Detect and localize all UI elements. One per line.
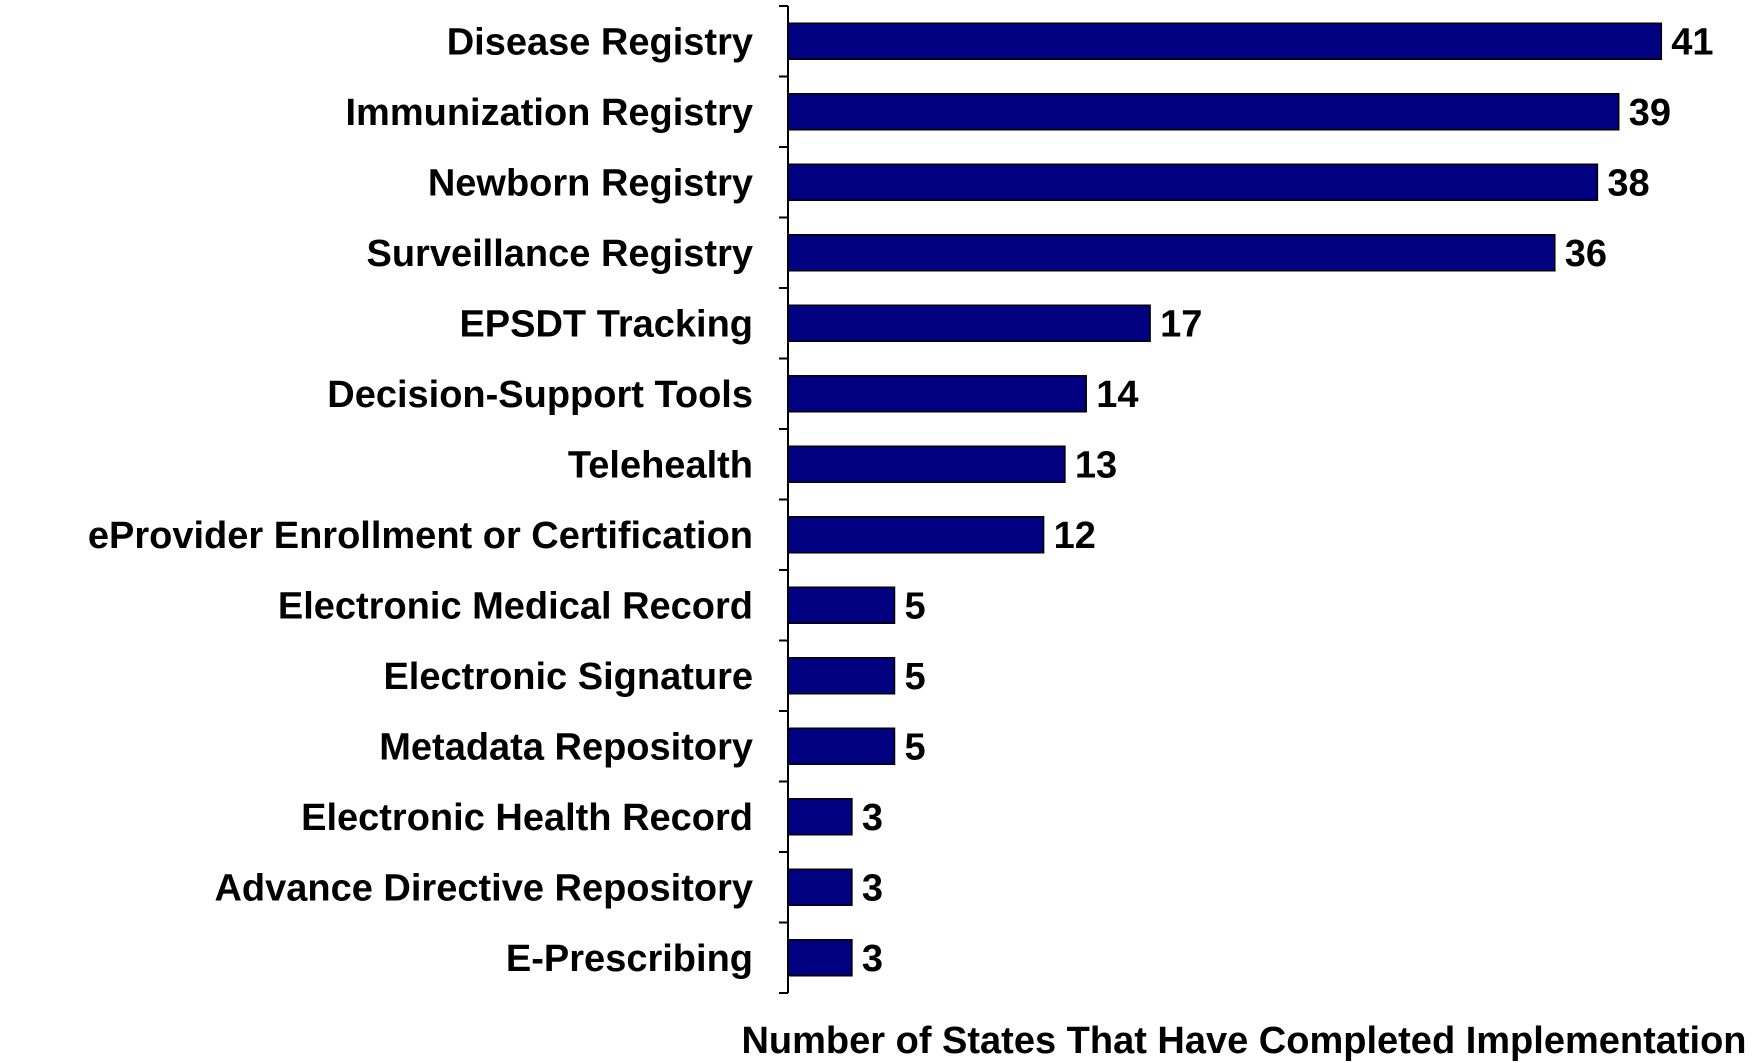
data-label: 3 bbox=[862, 938, 883, 980]
data-label: 41 bbox=[1671, 21, 1713, 63]
data-label: 12 bbox=[1054, 515, 1096, 557]
data-label: 36 bbox=[1565, 233, 1607, 275]
category-label: Telehealth bbox=[568, 444, 753, 486]
bar bbox=[787, 939, 853, 977]
bar bbox=[787, 516, 1045, 554]
data-label: 5 bbox=[905, 656, 926, 698]
bar bbox=[787, 234, 1556, 272]
category-label: Surveillance Registry bbox=[366, 233, 753, 275]
category-label: Disease Registry bbox=[447, 21, 753, 63]
bar bbox=[787, 22, 1663, 60]
bar bbox=[787, 163, 1599, 201]
bar bbox=[787, 868, 853, 906]
category-label: Electronic Medical Record bbox=[278, 585, 753, 627]
category-label: E-Prescribing bbox=[506, 938, 753, 980]
data-label: 3 bbox=[862, 867, 883, 909]
category-label: Advance Directive Repository bbox=[214, 867, 753, 909]
bar bbox=[787, 727, 896, 765]
category-label: Electronic Signature bbox=[383, 656, 753, 698]
data-label: 5 bbox=[905, 726, 926, 768]
data-label: 17 bbox=[1160, 303, 1202, 345]
bar bbox=[787, 586, 896, 624]
category-label: eProvider Enrollment or Certification bbox=[88, 515, 753, 557]
data-label: 14 bbox=[1096, 374, 1138, 416]
bar bbox=[787, 93, 1620, 131]
bar bbox=[787, 445, 1066, 483]
category-label: Newborn Registry bbox=[428, 162, 753, 204]
category-label: Metadata Repository bbox=[379, 726, 753, 768]
data-label: 39 bbox=[1629, 92, 1671, 134]
data-label: 38 bbox=[1607, 162, 1649, 204]
bar bbox=[787, 375, 1087, 413]
bar bbox=[787, 798, 853, 836]
category-axis bbox=[779, 5, 789, 994]
bar bbox=[787, 304, 1151, 342]
category-labels: Disease Registry Immunization Registry New… bbox=[88, 21, 753, 980]
data-label: 13 bbox=[1075, 444, 1117, 486]
category-label: Decision-Support Tools bbox=[327, 374, 753, 416]
bar-series bbox=[787, 22, 1663, 977]
category-label: Immunization Registry bbox=[346, 92, 754, 134]
category-label: Electronic Health Record bbox=[301, 797, 753, 839]
data-label: 3 bbox=[862, 797, 883, 839]
data-label: 5 bbox=[905, 585, 926, 627]
x-axis-title: Number of States That Have Completed Imp… bbox=[741, 1020, 1746, 1062]
category-label: EPSDT Tracking bbox=[459, 303, 753, 345]
bar bbox=[787, 657, 896, 695]
